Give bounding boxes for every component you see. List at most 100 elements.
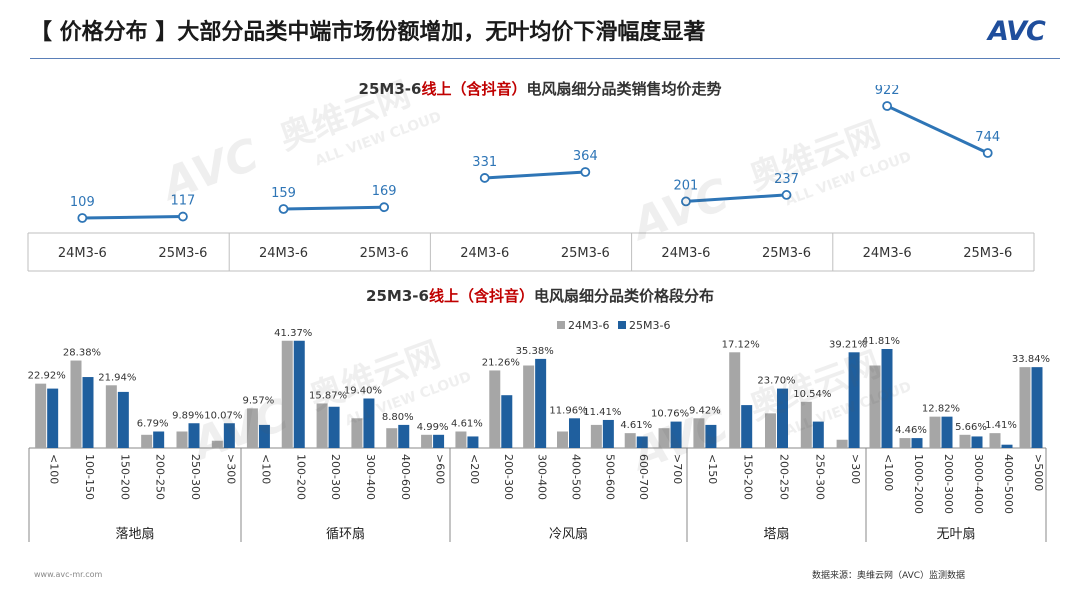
trend-value-label: 201 xyxy=(674,178,699,193)
trend-line xyxy=(283,205,385,211)
bar-25 xyxy=(941,416,953,448)
category-group-label: 无叶扇 xyxy=(936,526,975,542)
trend-point xyxy=(479,173,490,183)
trend-line xyxy=(82,215,183,220)
bar-value-label: 11.96% xyxy=(549,405,587,416)
bar-25 xyxy=(812,421,824,448)
trend-value-label: 159 xyxy=(271,186,296,201)
bar-25 xyxy=(569,418,580,448)
bar-25 xyxy=(881,349,893,448)
bar-24 xyxy=(246,408,258,448)
line-chart-title-suffix: 电风扇细分品类销售均价走势 xyxy=(526,80,722,98)
bar-chart-title: 25M3-6线上（含抖音）电风扇细分品类价格段分布 xyxy=(0,285,1080,306)
trend-value-label: 331 xyxy=(472,155,497,170)
bar-24 xyxy=(35,383,47,448)
trend-point xyxy=(580,167,591,177)
bar-24 xyxy=(929,416,941,448)
bar-25 xyxy=(117,391,129,448)
price-band-tick-label: 1000-2000 xyxy=(912,454,925,514)
bar-value-label: 39.21% xyxy=(829,339,867,350)
category-group-label: 循环扇 xyxy=(326,526,365,542)
bar-value-label: 17.12% xyxy=(722,339,760,350)
price-band-tick-label: <100 xyxy=(48,454,61,484)
bar-24 xyxy=(693,418,705,448)
trend-line xyxy=(484,170,586,180)
bar-25 xyxy=(398,424,410,448)
period-tick-label: 25M3-6 xyxy=(360,246,409,261)
price-band-tick-label: 200-300 xyxy=(329,454,342,500)
line-chart-title: 25M3-6线上（含抖音）电风扇细分品类销售均价走势 xyxy=(0,78,1080,99)
price-band-tick-label: <1000 xyxy=(882,454,895,491)
legend-swatch-25 xyxy=(618,321,626,329)
period-tick-label: 25M3-6 xyxy=(963,246,1012,261)
price-band-tick-label: 4000-5000 xyxy=(1002,454,1015,514)
bar-value-label: 35.38% xyxy=(516,346,554,357)
price-band-tick-label: 400-600 xyxy=(399,454,412,500)
bar-24 xyxy=(590,424,602,448)
legend-label-25: 25M3-6 xyxy=(629,319,670,332)
bar-25 xyxy=(467,436,479,448)
bar-25 xyxy=(293,340,305,448)
trend-point xyxy=(882,101,893,111)
line-chart-title-red: 线上（含抖音） xyxy=(421,80,527,98)
bar-24 xyxy=(989,433,1001,448)
line-chart-title-prefix: 25M3-6 xyxy=(358,80,422,98)
price-band-tick-label: 150-200 xyxy=(742,454,755,500)
price-band-tick-label: >700 xyxy=(671,454,684,484)
header-divider xyxy=(30,58,1060,59)
bar-24 xyxy=(211,440,223,448)
footer-source: 数据来源：奥维云网（AVC）监测数据 xyxy=(812,571,966,581)
bar-24 xyxy=(386,428,398,448)
bar-value-label: 15.87% xyxy=(309,390,347,401)
bar-value-label: 33.84% xyxy=(1012,354,1050,365)
bar-chart-title-red: 线上（含抖音） xyxy=(428,287,534,305)
price-band-tick-label: 600-700 xyxy=(637,454,650,500)
bar-25 xyxy=(328,406,340,448)
price-band-bar-chart: 24M3-6 25M3-6 22.92% <100 28.38% 100-150 21.94… xyxy=(28,319,1050,542)
bar-25 xyxy=(602,419,614,448)
price-band-tick-label: 100-150 xyxy=(83,454,96,500)
bar-24 xyxy=(489,370,501,448)
trend-point xyxy=(781,190,792,200)
bar-25 xyxy=(363,398,375,448)
price-band-tick-label: 250-300 xyxy=(189,454,202,500)
period-tick-label: 24M3-6 xyxy=(259,246,308,261)
bar-value-label: 41.81% xyxy=(862,336,900,347)
bar-value-label: 9.89% xyxy=(172,410,204,421)
bar-24 xyxy=(765,413,776,448)
price-band-tick-label: 200-250 xyxy=(778,454,791,500)
bar-25 xyxy=(848,352,860,448)
price-band-tick-label: >600 xyxy=(434,454,447,484)
trend-line xyxy=(886,104,989,155)
bar-24 xyxy=(624,433,636,448)
trend-value-label: 117 xyxy=(171,194,196,209)
bar-24 xyxy=(959,434,971,448)
bar-25 xyxy=(501,395,513,448)
period-tick-label: 24M3-6 xyxy=(460,246,509,261)
bar-24 xyxy=(899,438,911,448)
price-band-tick-label: 300-400 xyxy=(364,454,377,500)
price-band-tick-label: 200-250 xyxy=(154,454,167,500)
period-tick-label: 24M3-6 xyxy=(58,246,107,261)
bar-24 xyxy=(141,434,153,448)
price-band-tick-label: <150 xyxy=(706,454,719,484)
bar-value-label: 8.80% xyxy=(382,412,414,423)
bar-25 xyxy=(188,423,200,448)
price-band-tick-label: 150-200 xyxy=(118,454,131,500)
bar-value-label: 23.70% xyxy=(757,376,795,387)
trend-point xyxy=(982,148,993,158)
trend-value-label: 109 xyxy=(70,195,95,210)
bar-value-label: 11.41% xyxy=(583,407,621,418)
trend-value-label: 744 xyxy=(975,130,1000,145)
bar-24 xyxy=(351,418,363,448)
category-group-label: 冷风扇 xyxy=(549,526,588,542)
avc-logo: AVC xyxy=(988,16,1046,47)
price-trend-line-chart: 109 24M3-6 117 25M3-6 159 24M3-6 169 25M3-6 331 2… xyxy=(27,85,1035,272)
bar-25 xyxy=(777,388,788,448)
bar-24 xyxy=(455,431,467,448)
legend-swatch-24 xyxy=(557,321,565,329)
bar-24 xyxy=(421,434,433,448)
bar-25 xyxy=(1031,367,1043,448)
period-tick-label: 24M3-6 xyxy=(661,246,710,261)
